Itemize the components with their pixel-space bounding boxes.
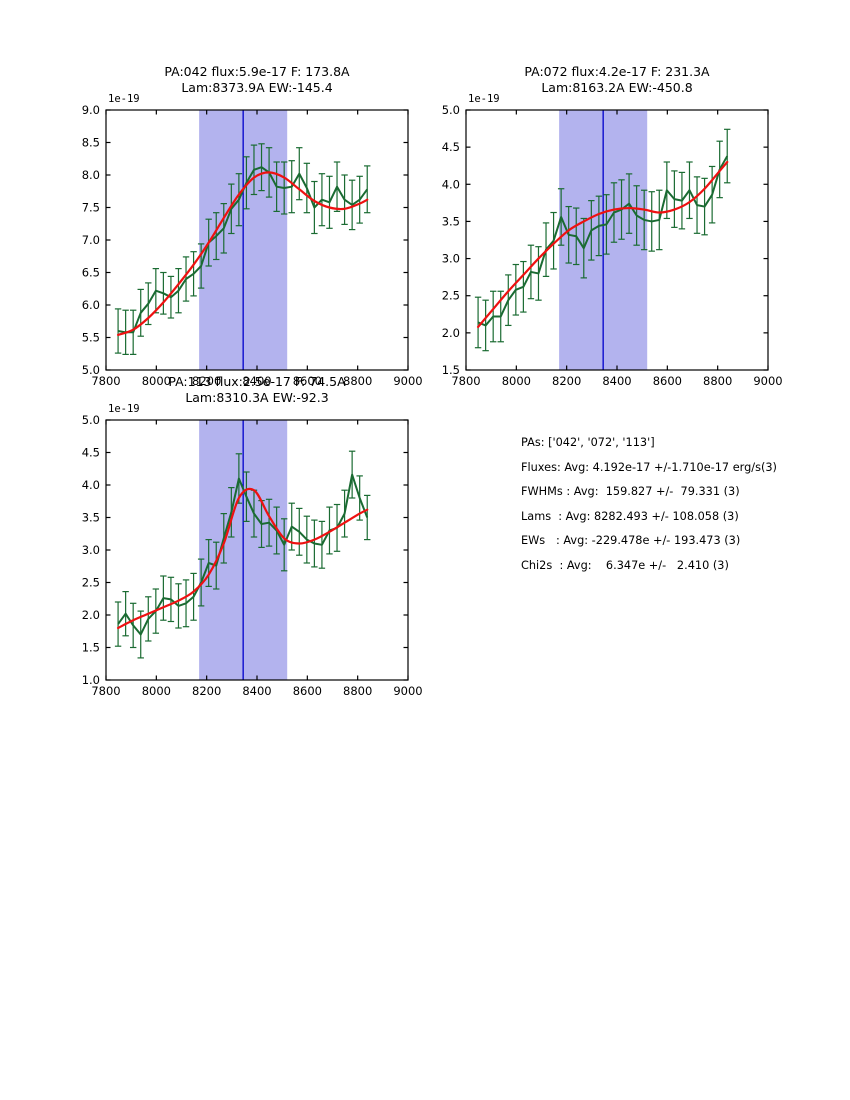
summary-stats-line: EWs : Avg: -229.478e +/- 193.473 (3) bbox=[521, 534, 741, 547]
y-tick-label: 7.0 bbox=[82, 233, 100, 247]
x-tick-label: 8000 bbox=[502, 374, 531, 388]
y-tick-label: 2.5 bbox=[442, 289, 460, 303]
x-tick-label: 9000 bbox=[753, 374, 782, 388]
y-tick-label: 1.0 bbox=[82, 673, 100, 687]
x-tick-label: 8000 bbox=[142, 684, 171, 698]
x-tick-label: 8800 bbox=[343, 374, 372, 388]
fit-curve-113 bbox=[116, 487, 369, 630]
y-tick-label: 4.5 bbox=[442, 140, 460, 154]
plot-title-113: PA:113 flux:2.5e-17 F: 74.5A Lam:8310.3A… bbox=[168, 374, 346, 405]
x-tick-label: 8000 bbox=[142, 374, 171, 388]
y-tick-label: 1.5 bbox=[442, 363, 460, 377]
x-tick-label: 8200 bbox=[192, 684, 221, 698]
summary-stats-line: FWHMs : Avg: 159.827 +/- 79.331 (3) bbox=[521, 485, 740, 498]
x-tick-label: 8200 bbox=[552, 374, 581, 388]
summary-stats-line: PAs: ['042', '072', '113'] bbox=[521, 436, 655, 449]
y-tick-label: 5.0 bbox=[82, 413, 100, 427]
y-tick-label: 4.0 bbox=[442, 177, 460, 191]
summary-stats-block: PAs: ['042', '072', '113'] Fluxes: Avg: 4… bbox=[521, 431, 777, 578]
y-axis-offset-label-042: 1e-19 bbox=[108, 93, 140, 105]
x-tick-label: 7800 bbox=[91, 374, 120, 388]
y-tick-label: 8.0 bbox=[82, 168, 100, 182]
x-tick-label: 8600 bbox=[293, 684, 322, 698]
summary-stats-line: Chi2s : Avg: 6.347e +/- 2.410 (3) bbox=[521, 558, 729, 572]
y-tick-label: 3.0 bbox=[442, 252, 460, 266]
y-tick-label: 4.5 bbox=[82, 446, 100, 460]
y-tick-label: 5.0 bbox=[442, 103, 460, 117]
x-tick-label: 9000 bbox=[393, 374, 422, 388]
plot-title-072: PA:072 flux:4.2e-17 F: 231.3A Lam:8163.2… bbox=[524, 64, 710, 95]
x-tick-label: 8400 bbox=[242, 374, 271, 388]
y-axis-offset-label-072: 1e-19 bbox=[468, 93, 500, 105]
x-tick-label: 8600 bbox=[293, 374, 322, 388]
fit-curve-042 bbox=[116, 171, 369, 336]
y-tick-label: 3.5 bbox=[82, 511, 100, 525]
y-tick-label: 8.5 bbox=[82, 136, 100, 150]
x-tick-label: 8400 bbox=[242, 684, 271, 698]
x-tick-label: 9000 bbox=[393, 684, 422, 698]
x-tick-label: 7800 bbox=[451, 374, 480, 388]
y-tick-label: 2.0 bbox=[82, 608, 100, 622]
y-tick-label: 6.0 bbox=[82, 298, 100, 312]
y-tick-label: 4.0 bbox=[82, 478, 100, 492]
y-tick-label: 6.5 bbox=[82, 266, 100, 280]
summary-stats-line: Fluxes: Avg: 4.192e-17 +/-1.710e-17 erg/… bbox=[521, 460, 777, 474]
spectrum-line-113 bbox=[117, 473, 369, 636]
y-tick-label: 3.5 bbox=[442, 214, 460, 228]
y-tick-label: 1.5 bbox=[82, 641, 100, 655]
y-tick-label: 7.5 bbox=[82, 201, 100, 215]
plot-title-042: PA:042 flux:5.9e-17 F: 173.8A Lam:8373.9… bbox=[164, 64, 350, 95]
y-tick-label: 2.0 bbox=[442, 326, 460, 340]
x-tick-label: 8800 bbox=[703, 374, 732, 388]
fit-curve-072 bbox=[476, 160, 729, 329]
spectrum-line-072 bbox=[477, 155, 729, 327]
summary-stats-line: Lams : Avg: 8282.493 +/- 108.058 (3) bbox=[521, 509, 739, 523]
x-tick-label: 8600 bbox=[653, 374, 682, 388]
y-tick-label: 2.5 bbox=[82, 576, 100, 590]
y-tick-label: 5.5 bbox=[82, 331, 100, 345]
y-axis-offset-label-113: 1e-19 bbox=[108, 403, 140, 415]
x-tick-label: 8800 bbox=[343, 684, 372, 698]
y-tick-label: 3.0 bbox=[82, 543, 100, 557]
x-tick-label: 8400 bbox=[602, 374, 631, 388]
y-tick-label: 9.0 bbox=[82, 103, 100, 117]
y-tick-label: 5.0 bbox=[82, 363, 100, 377]
x-tick-label: 8200 bbox=[192, 374, 221, 388]
x-tick-label: 7800 bbox=[91, 684, 120, 698]
